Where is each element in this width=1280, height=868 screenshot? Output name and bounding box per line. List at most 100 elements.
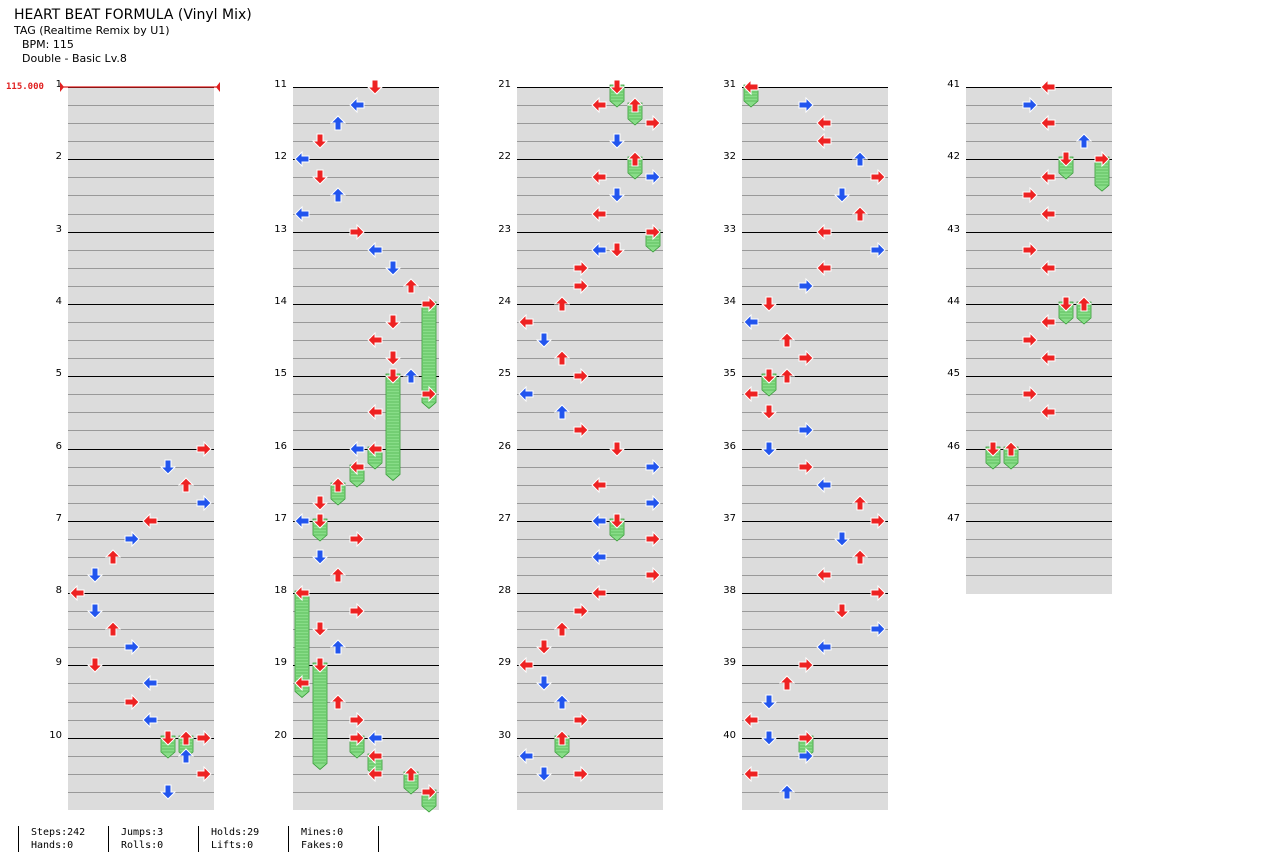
beat-line [742,340,888,342]
hands-count: Hands:0 [31,840,74,851]
beat-line [742,755,888,757]
arrow-right-icon [124,693,140,710]
arrow-up-icon [330,187,347,203]
beat-line [966,412,1112,414]
beat-line [293,538,439,540]
hold-note-down [312,657,329,771]
beat-band [742,629,888,648]
beat-band [293,720,439,739]
measure-number: 31 [723,79,736,90]
measure-number: 9 [55,657,62,669]
beat-line [966,538,1112,540]
beat-line [293,575,439,577]
arrow-left-icon [591,476,607,493]
beat-line [517,141,663,143]
beat-band [742,792,888,811]
arrow-right-icon [196,729,213,746]
beat-line [68,611,214,613]
beat-line [517,629,663,631]
measure-line [293,593,439,595]
arrow-left-icon [142,512,158,529]
measure-line [517,593,663,595]
beat-band [742,611,888,630]
measure-number: 2 [55,151,62,163]
beat-band [68,756,214,775]
measure-line [966,376,1112,378]
beat-band [742,665,888,684]
arrow-right-icon [349,223,365,240]
measure-number: 19 [274,657,287,669]
beat-band [293,250,439,269]
arrow-left-icon [518,313,534,330]
beat-line [966,321,1112,323]
measure-line [742,87,888,88]
beat-line [68,177,214,179]
beat-line [293,791,439,793]
hold-note-down [1058,296,1074,325]
beat-band [742,322,888,341]
arrow-up-icon [330,115,347,131]
hold-note-up [1076,296,1093,325]
beat-line [966,358,1112,360]
beat-line [517,430,663,432]
beat-line [293,358,439,360]
beat-line [517,611,663,613]
beat-line [517,321,663,323]
beat-line [293,340,439,342]
arrow-up-icon [852,495,869,511]
measure-number: 47 [947,512,960,524]
beat-band [966,105,1112,124]
beat-band [68,376,214,395]
hold-note-down [985,441,1002,470]
measure-line [68,520,214,522]
beat-line [742,249,888,251]
arrow-left-icon [816,259,832,276]
arrow-up-icon [779,675,796,691]
arrow-down-icon [536,675,553,692]
measure-number: 23 [498,223,511,235]
beat-band [966,412,1112,431]
beat-band [68,286,214,305]
beat-band [293,702,439,721]
beat-band [742,123,888,142]
stat-cell-steps: Steps:242 Hands:0 [18,826,121,852]
beat-line [68,791,214,793]
beat-band [966,177,1112,196]
beat-line [517,791,663,793]
arrow-right-icon [645,169,662,186]
arrow-down-icon [536,639,553,656]
beat-band [517,683,663,702]
measure-line [742,448,888,450]
beat-band [293,286,439,305]
beat-line [68,701,214,703]
arrow-left-icon [743,313,759,330]
arrow-left-icon [743,765,759,782]
beat-line [68,430,214,432]
beat-band [293,177,439,196]
measure-number: 22 [498,151,511,163]
beat-band [517,430,663,449]
arrow-left-icon [367,241,383,258]
measure-line [517,159,663,161]
beat-band [742,539,888,558]
measure-number: 34 [723,295,736,307]
hold-note-right [1094,151,1111,192]
beat-band [966,250,1112,269]
arrow-left-icon [591,97,607,114]
arrow-down-icon [160,459,176,475]
arrow-right-icon [645,115,662,132]
beat-line [966,484,1112,486]
hold-note-left [367,440,383,470]
beat-band [293,467,439,486]
beat-line [68,267,214,269]
beat-line [517,195,663,197]
arrow-down-icon [312,133,329,149]
arrow-left-icon [591,512,607,529]
beat-band [517,87,663,106]
arrow-right-icon [645,494,662,511]
beat-band [517,665,663,684]
hold-note-down [160,730,176,759]
arrow-right-icon [573,711,589,728]
beat-band [966,304,1112,323]
arrow-left-icon [1040,259,1056,276]
